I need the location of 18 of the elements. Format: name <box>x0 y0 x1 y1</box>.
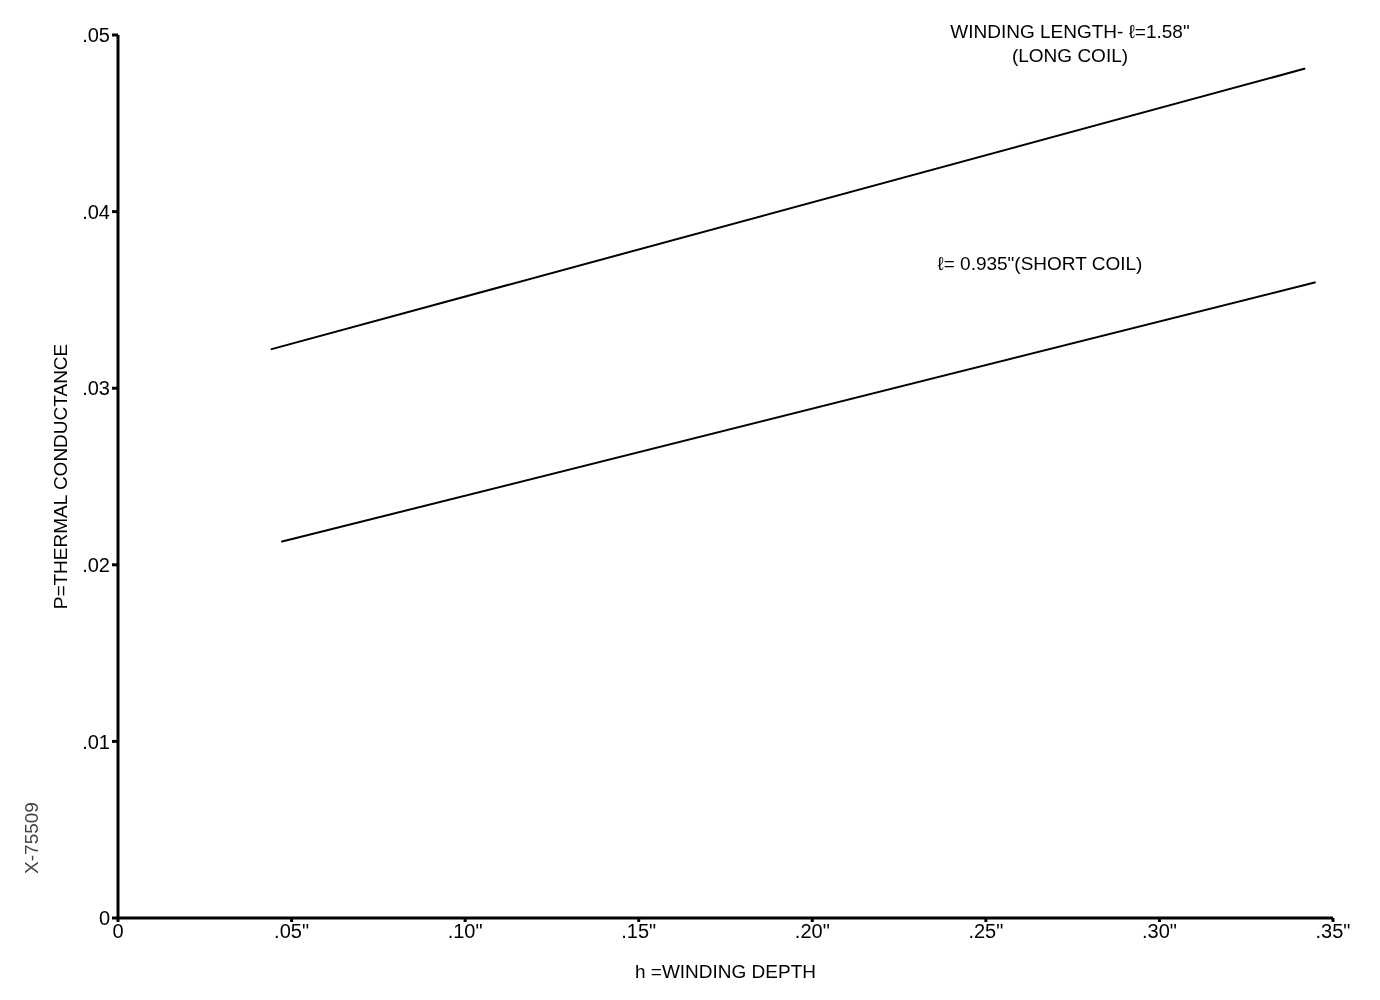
x-tick-label: .30" <box>1141 920 1177 943</box>
y-tick-label: .03 <box>82 377 110 400</box>
x-tick-label: .35" <box>1315 920 1351 943</box>
y-tick-label: .04 <box>82 200 110 223</box>
x-tick-label: .05" <box>274 920 310 943</box>
annotation: WINDING LENGTH- ℓ=1.58" (LONG COIL) <box>950 21 1190 66</box>
y-tick-label: .01 <box>82 730 110 753</box>
x-tick-label: .15" <box>621 920 657 943</box>
text: X-75509 <box>21 802 42 874</box>
y-tick-label: .02 <box>82 553 110 576</box>
annotation: ℓ= 0.935"(SHORT COIL) <box>937 253 1143 274</box>
y-tick-label: .05 <box>82 24 110 47</box>
x-tick-label: .20" <box>794 920 830 943</box>
x-tick-label: .25" <box>968 920 1004 943</box>
x-tick-label: .10" <box>447 920 483 943</box>
x-tick-label: 0 <box>112 920 124 943</box>
y-axis-title: P=THERMAL CONDUCTANCE <box>49 343 71 610</box>
x-axis-title: h =WINDING DEPTH <box>634 961 817 982</box>
